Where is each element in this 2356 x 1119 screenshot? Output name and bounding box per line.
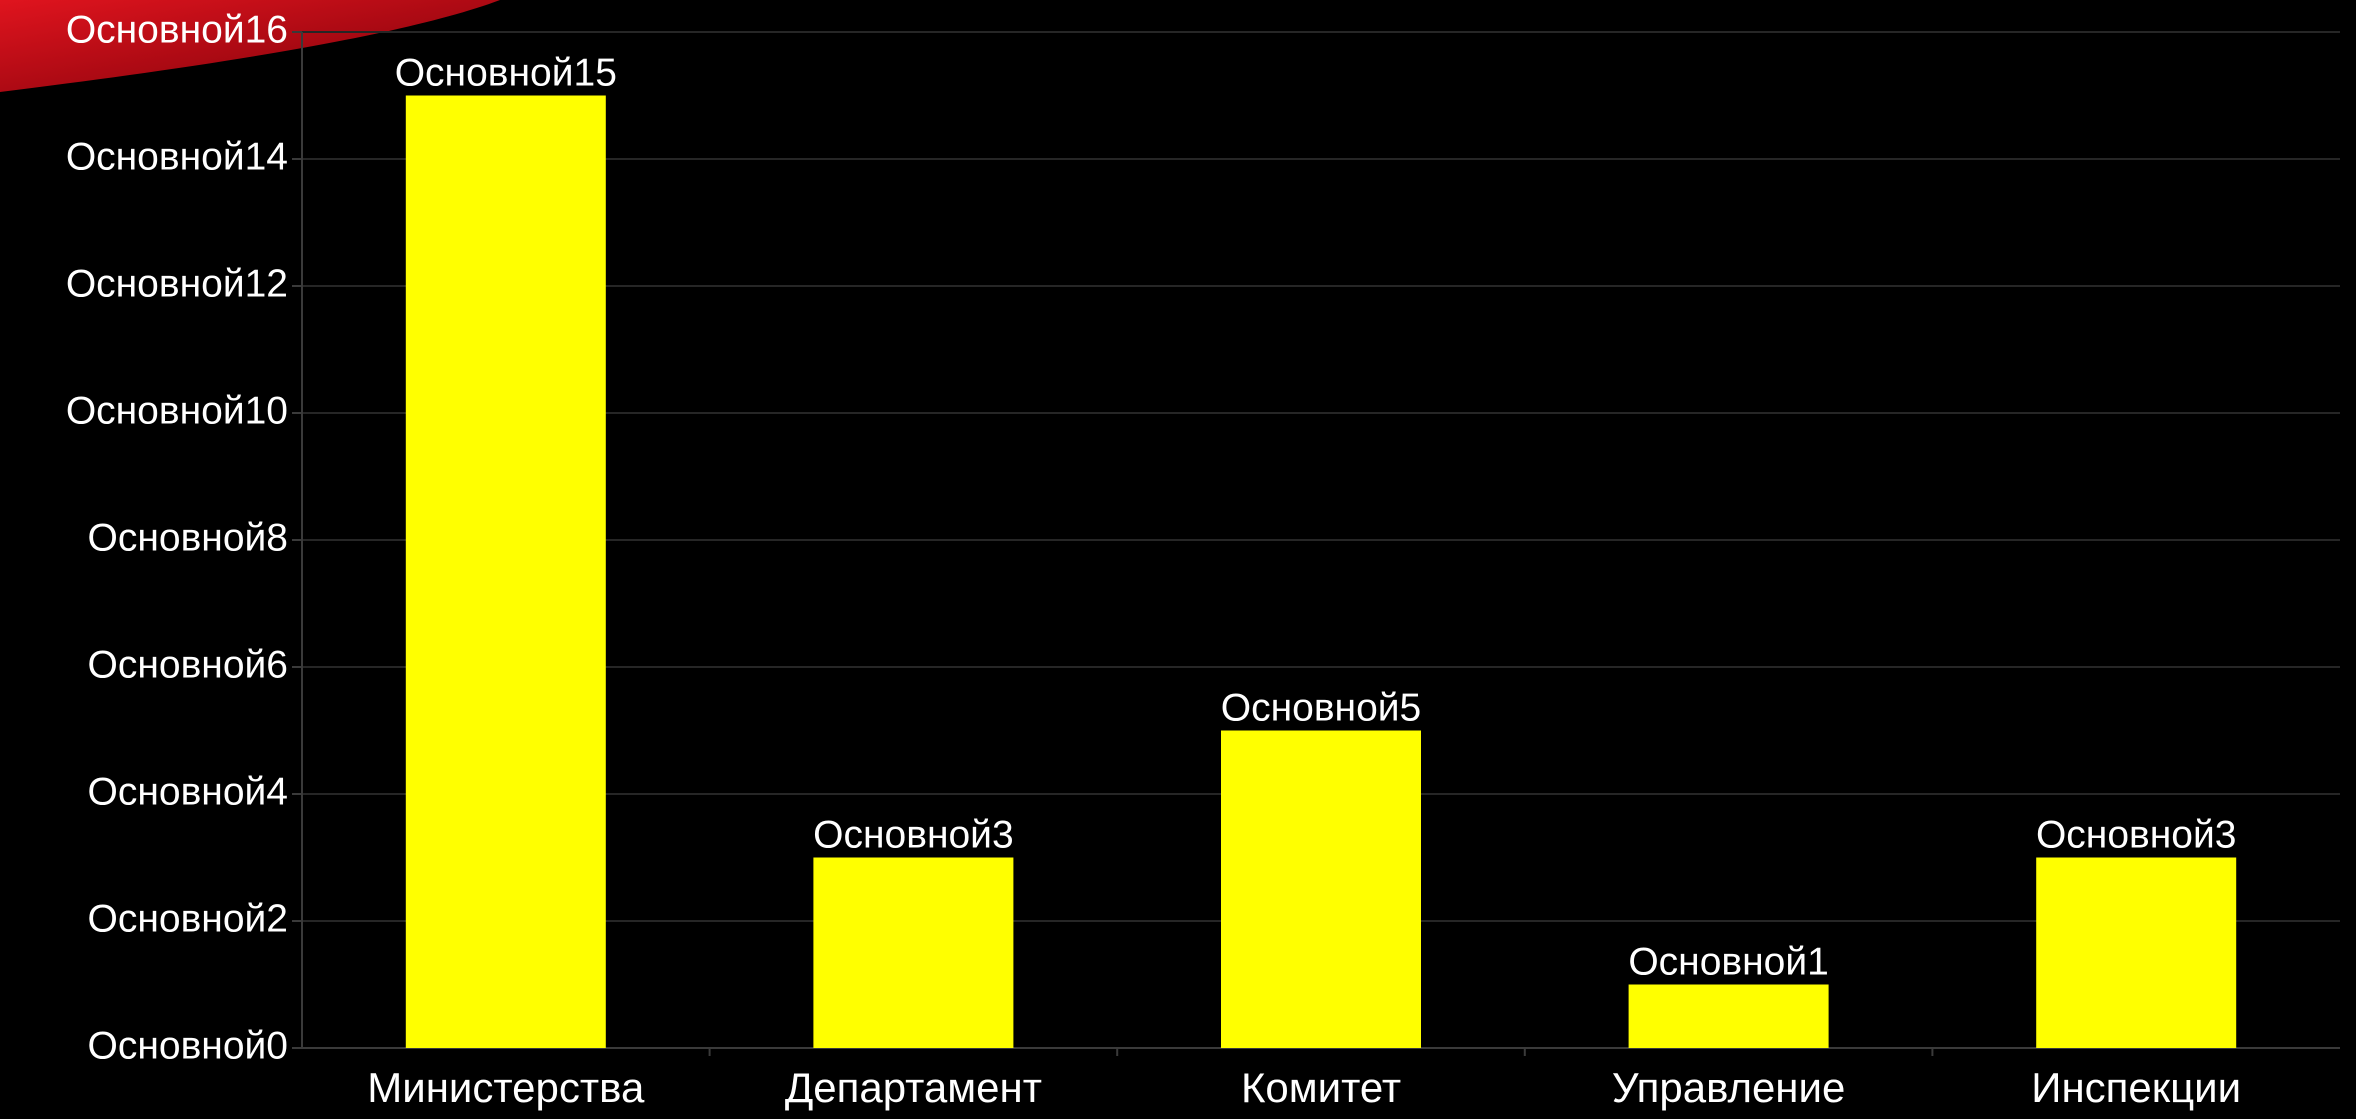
y-tick-label: Основной16	[66, 8, 288, 51]
corner-accent-decoration	[0, 0, 500, 92]
y-tick-label: Основной12	[66, 262, 288, 305]
bar	[2036, 857, 2237, 1048]
data-label: Основной3	[813, 814, 1013, 857]
y-tick-label: Основной14	[66, 135, 288, 178]
x-category-label: Министерства	[367, 1064, 645, 1111]
data-label: Основной3	[2036, 814, 2236, 857]
y-tick-label: Основной10	[66, 389, 288, 432]
y-tick-label: Основной2	[88, 897, 288, 940]
y-tick-label: Основной0	[88, 1024, 288, 1067]
data-label: Основной1	[1628, 941, 1828, 984]
x-axis-category-labels: Министерства Департамент Комитет Управление…	[367, 1064, 2241, 1111]
y-axis-tick-labels: Основной0 Основной2 Основной4 Основной6 Осно…	[66, 8, 288, 1067]
bar	[813, 857, 1014, 1048]
x-category-label: Управление	[1612, 1064, 1845, 1111]
bar	[405, 95, 606, 1048]
x-category-label: Комитет	[1241, 1064, 1401, 1111]
y-tick-label: Основной8	[88, 516, 288, 559]
grid-lines	[302, 31, 2340, 922]
data-label: Основной5	[1221, 687, 1421, 730]
data-label: Основной15	[395, 52, 617, 95]
bar	[1221, 730, 1421, 1048]
bar	[1628, 984, 1829, 1048]
y-tick-label: Основной4	[88, 770, 288, 813]
data-labels: Основной15 Основной3 Основной5 Основной1 Осн…	[395, 52, 2237, 984]
y-tick-label: Основной6	[88, 643, 288, 686]
x-category-label: Департамент	[785, 1064, 1042, 1111]
x-category-label: Инспекции	[2031, 1064, 2241, 1111]
bars	[405, 95, 2237, 1048]
